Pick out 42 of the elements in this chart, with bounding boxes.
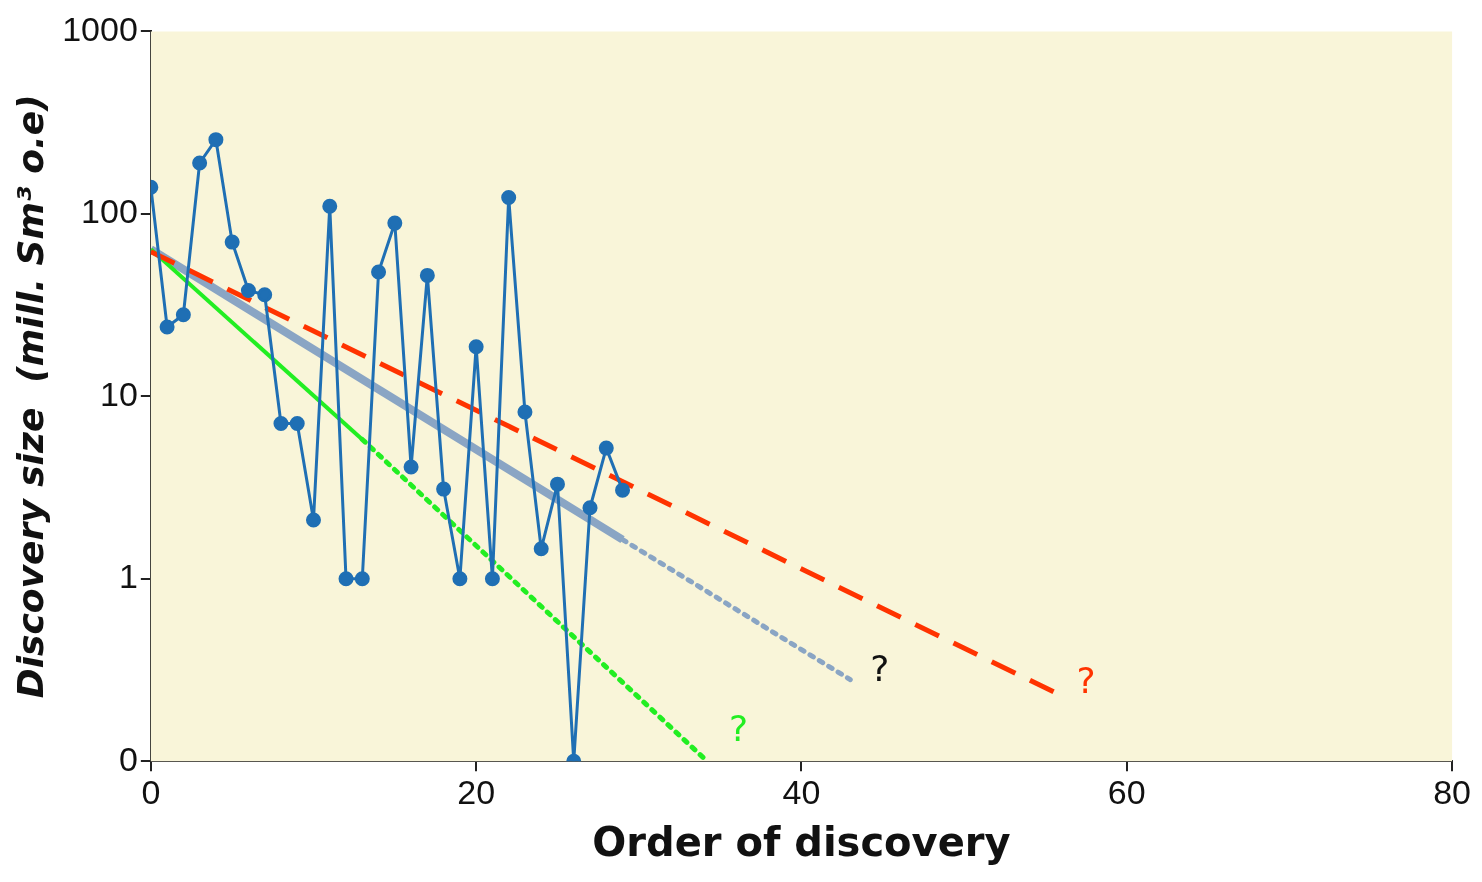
point bbox=[517, 404, 533, 420]
x-axis-title: Order of discovery bbox=[592, 819, 1011, 866]
point bbox=[175, 307, 191, 323]
x-tick-label: 80 bbox=[1433, 772, 1471, 811]
point bbox=[468, 339, 484, 355]
y-tick-label: 1 bbox=[118, 557, 138, 596]
point bbox=[484, 571, 500, 587]
point bbox=[549, 476, 565, 492]
point bbox=[289, 415, 305, 431]
x-tick-label: 60 bbox=[1107, 772, 1146, 811]
point bbox=[224, 234, 240, 250]
y-tick-label: 0 bbox=[118, 739, 138, 778]
point bbox=[273, 415, 289, 431]
point bbox=[615, 482, 631, 498]
annotation: ? bbox=[870, 647, 890, 689]
y-axis-title: Discovery size (mill. Sm³ o.e) bbox=[9, 94, 51, 699]
y-tick-label: 100 bbox=[81, 192, 138, 231]
y-tick-label: 1000 bbox=[62, 9, 138, 48]
x-tick-label: 40 bbox=[782, 772, 821, 811]
point bbox=[322, 198, 338, 214]
point bbox=[240, 283, 256, 299]
point bbox=[533, 541, 549, 557]
point bbox=[501, 189, 517, 205]
x-tick-label: 20 bbox=[457, 772, 496, 811]
point bbox=[598, 440, 614, 456]
annotation: ? bbox=[729, 707, 749, 749]
point bbox=[257, 287, 273, 303]
point bbox=[582, 500, 598, 516]
point bbox=[354, 571, 370, 587]
point bbox=[419, 267, 435, 283]
point bbox=[159, 319, 175, 335]
point bbox=[436, 481, 452, 497]
point bbox=[452, 571, 468, 587]
point bbox=[208, 132, 224, 148]
y-tick-label: 10 bbox=[100, 374, 138, 413]
point bbox=[371, 264, 387, 280]
point bbox=[192, 155, 208, 171]
point bbox=[387, 215, 403, 231]
point bbox=[305, 512, 321, 528]
point bbox=[338, 571, 354, 587]
annotation: ? bbox=[1076, 660, 1096, 702]
point bbox=[403, 459, 419, 475]
